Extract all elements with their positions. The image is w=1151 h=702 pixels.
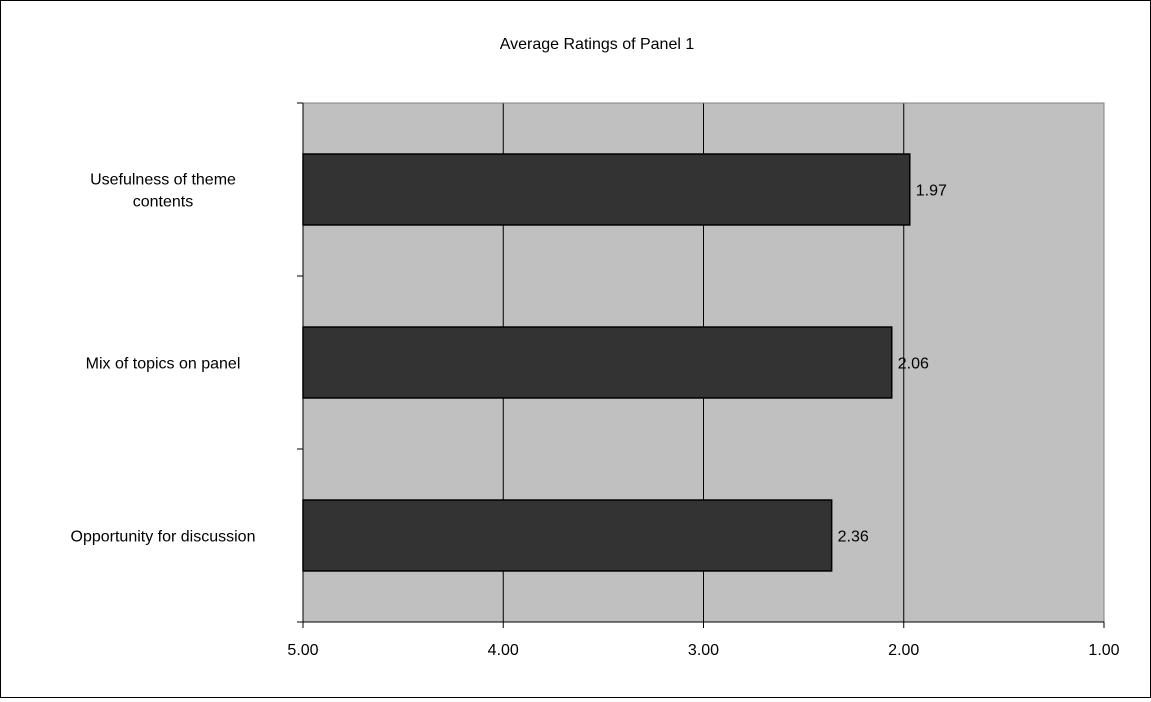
category-label: Mix of topics on panel: [86, 356, 241, 373]
chart-title: Average Ratings of Panel 1: [500, 36, 695, 53]
category-label: Usefulness of theme contents: [90, 172, 236, 211]
value-axis-tick-label: 1.00: [1088, 642, 1119, 659]
plot-area: 5.00 4.00 3.00 2.00 1.00 1.97 Usefulness of th…: [71, 102, 1120, 659]
value-axis-tick-label: 3.00: [688, 642, 719, 659]
bar: [302, 499, 833, 572]
bar: [302, 326, 893, 399]
bar: [302, 153, 911, 226]
data-label: 1.97: [916, 183, 947, 200]
data-label: 2.36: [838, 529, 869, 546]
value-axis-tick-label: 5.00: [287, 642, 318, 659]
category-label: Opportunity for discussion: [71, 529, 256, 546]
data-label: 2.06: [898, 356, 929, 373]
value-axis-tick-label: 2.00: [888, 642, 919, 659]
value-axis-tick-label: 4.00: [488, 642, 519, 659]
